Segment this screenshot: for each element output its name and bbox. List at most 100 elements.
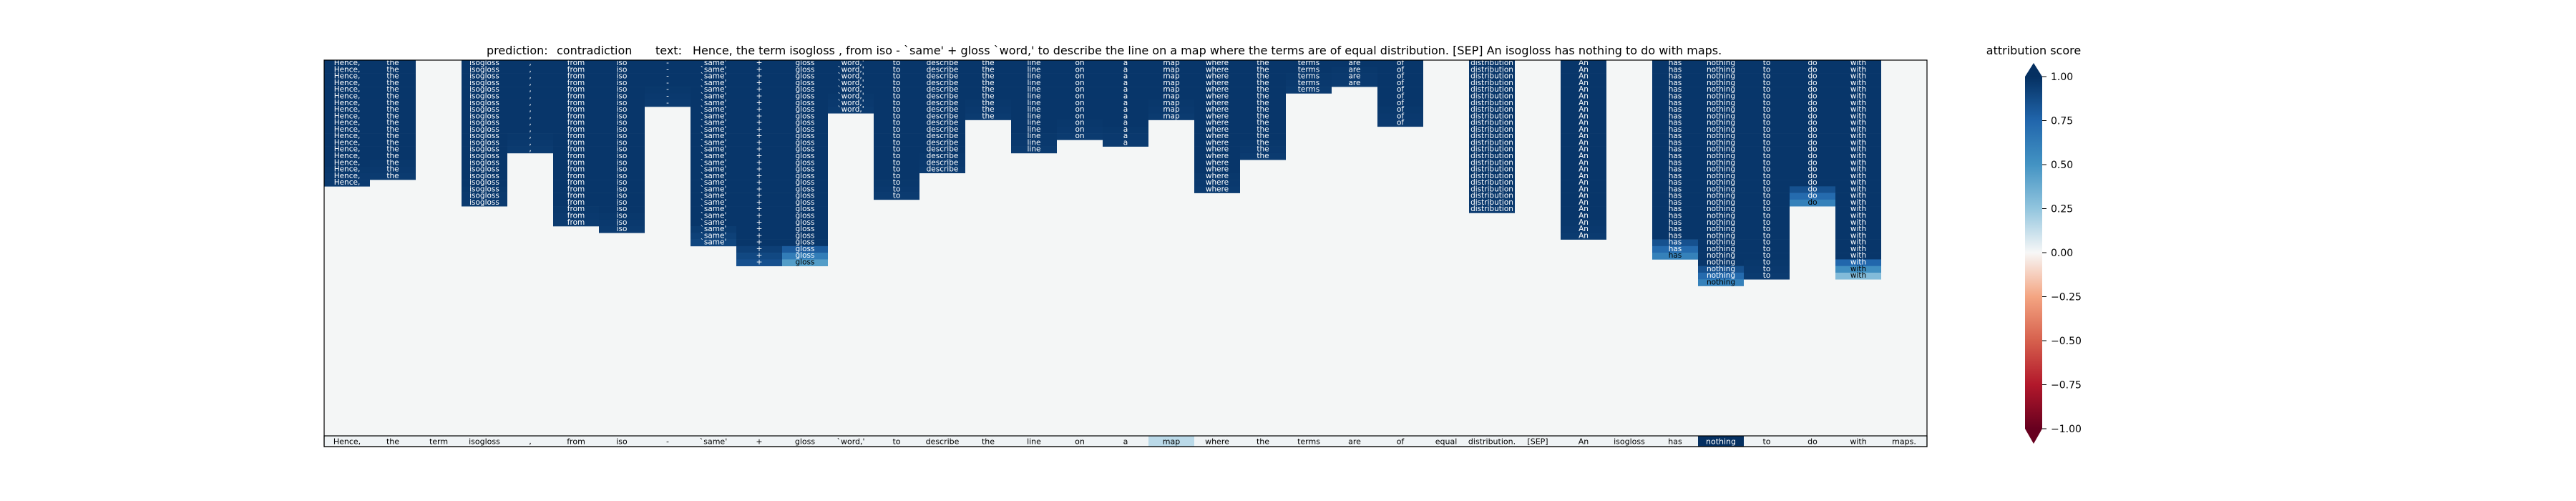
cell-label: line: [1028, 125, 1041, 134]
heatmap-cell: where: [1194, 145, 1240, 154]
heatmap-cell: of: [1377, 99, 1423, 107]
heatmap-cell: from: [553, 132, 599, 140]
colorbar-ticks: 1.00 0.75 0.50 0.25 0.00 −0.25 −0.50 −0.75 −1.00: [2042, 72, 2082, 435]
cell-label: the: [386, 125, 399, 134]
bottom-token-cell: a: [1103, 436, 1148, 447]
cell-label: to: [1763, 218, 1771, 227]
cell-label: from: [567, 85, 585, 94]
cell-label: ,: [529, 125, 531, 134]
colorbar-tick-label: 0.75: [2051, 116, 2073, 127]
heatmap-cell: to: [1744, 245, 1790, 253]
cell-label: gloss: [796, 138, 815, 147]
heatmap-cell: with: [1835, 245, 1881, 253]
heatmap-cell: to: [1744, 65, 1790, 74]
heatmap-cell: from: [553, 158, 599, 167]
cell-label: from: [567, 205, 585, 213]
heatmap-cell: on: [1057, 119, 1103, 127]
cell-label: has: [1669, 92, 1682, 100]
cell-label: describe: [927, 158, 959, 167]
cell-label: a: [1123, 112, 1128, 120]
heatmap-cell: from: [553, 99, 599, 107]
cell-label: An: [1579, 125, 1589, 134]
cell-label: An: [1579, 218, 1589, 227]
cell-label: ,: [529, 105, 531, 114]
heatmap-cell: ,: [507, 59, 553, 67]
cell-label: to: [893, 192, 901, 200]
heatmap-cell: do: [1790, 105, 1835, 114]
heatmap-cell: the: [370, 105, 416, 114]
heatmap-cell: nothing: [1698, 145, 1744, 154]
cell-label: gloss: [796, 212, 815, 220]
cell-label: distribution: [1470, 105, 1513, 114]
heatmap-cell: the: [1240, 65, 1286, 74]
cell-label: `word,': [837, 65, 864, 74]
cell-label: isogloss: [469, 152, 499, 160]
heatmap-cell: `word,': [828, 105, 874, 114]
heatmap-cell: Hence,: [324, 132, 370, 140]
cell-label: a: [1123, 105, 1128, 114]
heatmap-cell: the: [370, 59, 416, 67]
heatmap-cell: has: [1652, 212, 1698, 220]
cell-label: from: [567, 138, 585, 147]
heatmap-cell: map: [1148, 112, 1194, 120]
heatmap-cell: nothing: [1698, 185, 1744, 193]
cell-label: -: [666, 79, 669, 87]
heatmap-cell: Hence,: [324, 145, 370, 154]
cell-label: are: [1349, 59, 1361, 67]
heatmap-cell: the: [370, 119, 416, 127]
cell-label: gloss: [796, 92, 815, 100]
cell-label: +: [756, 125, 763, 134]
heatmap-cell: a: [1103, 72, 1148, 81]
heatmap-cell: gloss: [782, 112, 828, 120]
heatmap-cell: isogloss: [462, 132, 507, 140]
colorbar-tick-label: 0.25: [2051, 204, 2073, 215]
cell-label: distribution: [1470, 138, 1513, 147]
heatmap-cell: An: [1561, 172, 1606, 180]
cell-label: are: [1349, 72, 1361, 81]
cell-label: a: [1123, 99, 1128, 107]
heatmap-cell: `same': [691, 218, 736, 227]
cell-label: with: [1850, 172, 1866, 180]
heatmap-cell: terms: [1286, 59, 1332, 67]
heatmap-cell: describe: [919, 85, 965, 94]
cell-label: describe: [927, 85, 959, 94]
colorbar-tick: −1.00: [2042, 424, 2082, 435]
token-label: +: [756, 437, 762, 447]
heatmap-cell: gloss: [782, 238, 828, 247]
cell-label: `same': [701, 138, 727, 147]
cell-label: +: [756, 119, 763, 127]
heatmap-cell: do: [1790, 178, 1835, 187]
cell-label: of: [1397, 119, 1404, 127]
cell-label: +: [756, 192, 763, 200]
cell-label: +: [756, 92, 763, 100]
cell-label: `same': [701, 205, 727, 213]
heatmap-cell: nothing: [1698, 265, 1744, 273]
heatmap-cell: iso: [599, 72, 645, 81]
cell-label: the: [386, 158, 399, 167]
cell-label: to: [1763, 265, 1771, 273]
heatmap-cell: iso: [599, 85, 645, 94]
heatmap-cell: +: [736, 125, 782, 134]
heatmap-cell: line: [1011, 99, 1057, 107]
heatmap-cell: isogloss: [462, 138, 507, 147]
cell-label: do: [1807, 92, 1817, 100]
heatmap-plot: Hence,Hence,Hence,Hence,Hence,Hence,Henc…: [323, 59, 1928, 447]
heatmap-cell: gloss: [782, 192, 828, 200]
heatmap-cell: where: [1194, 99, 1240, 107]
token-label: terms: [1297, 437, 1320, 447]
cell-label: +: [756, 238, 763, 247]
heatmap-cell: where: [1194, 178, 1240, 187]
cell-label: An: [1579, 85, 1589, 94]
cell-label: are: [1349, 65, 1361, 74]
colorbar-tick-label: 1.00: [2051, 72, 2073, 83]
cell-label: distribution: [1470, 192, 1513, 200]
bottom-token-cell: the: [965, 436, 1011, 447]
cell-label: to: [1763, 258, 1771, 266]
cell-label: with: [1850, 112, 1866, 120]
heatmap-cell: iso: [599, 59, 645, 67]
heatmap-cell: are: [1332, 65, 1377, 74]
cell-label: isogloss: [469, 65, 499, 74]
heatmap-cell: with: [1835, 79, 1881, 87]
bottom-token-cell: describe: [919, 436, 965, 447]
heatmap-cell: gloss: [782, 65, 828, 74]
